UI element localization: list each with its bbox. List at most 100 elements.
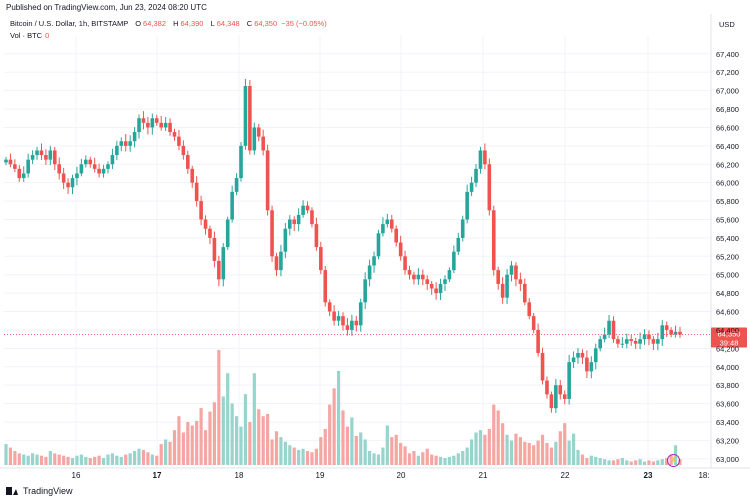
x-tick-label: 18	[235, 471, 244, 480]
candle-body	[305, 205, 310, 211]
volume-label[interactable]: Vol · BTC	[10, 31, 43, 40]
volume-bar	[620, 458, 624, 465]
time-axis: 16 17 18 19 20 21 22 23 18:	[72, 471, 710, 480]
volume-bar	[248, 422, 252, 465]
volume-bar	[301, 448, 305, 465]
volume-bar	[199, 408, 203, 465]
candle-body	[301, 205, 305, 215]
volume-bar	[567, 440, 571, 465]
y-tick-label: 63,000	[716, 455, 739, 464]
lightning-icon[interactable]: ⚡	[667, 454, 680, 467]
tradingview-footer: TradingView	[6, 486, 73, 496]
volume-bar	[505, 434, 509, 465]
volume-bar	[523, 441, 527, 465]
volume-legend: Vol · BTC 0	[10, 31, 49, 40]
candle-body	[434, 288, 438, 294]
candle-body	[465, 191, 469, 220]
x-tick-label: 20	[397, 471, 406, 480]
candle-body	[478, 150, 483, 169]
symbol-label[interactable]: Bitcoin / U.S. Dollar, 1h, BITSTAMP	[10, 19, 129, 28]
candle-body	[52, 150, 57, 165]
candle-body	[460, 219, 465, 238]
candle-body	[110, 155, 115, 165]
volume-bar	[323, 428, 327, 465]
y-tick-label: 64,200	[716, 344, 739, 353]
chart-grid	[0, 14, 750, 469]
candle-body	[283, 228, 288, 252]
volume-bar	[483, 434, 487, 465]
open-key: O	[135, 19, 142, 28]
price-axis: 63,000 63,200 63,400 63,600 63,800 64,000 64,2…	[716, 50, 739, 464]
volume-bars	[4, 350, 682, 465]
candle-body	[336, 316, 341, 321]
x-tick-label: 19	[316, 471, 325, 480]
candle-body	[265, 150, 270, 211]
volume-bar	[518, 437, 522, 465]
y-tick-label: 65,800	[716, 197, 739, 206]
volume-bar	[88, 458, 92, 465]
volume-value: 0	[45, 31, 50, 40]
volume-bar	[44, 456, 48, 465]
volume-bar	[611, 460, 616, 465]
price-tag-value: 64,350	[718, 330, 741, 339]
volume-bar	[589, 455, 593, 465]
volume-bar	[70, 458, 75, 465]
candle-body	[629, 339, 634, 341]
candle-body	[57, 164, 62, 174]
candle-body	[660, 325, 665, 340]
candle-body	[358, 302, 363, 326]
volume-bar	[305, 451, 310, 465]
candle-body	[554, 385, 558, 409]
candle-body	[128, 141, 132, 146]
candle-body	[327, 302, 332, 312]
candle-body	[496, 270, 500, 284]
candle-body	[558, 385, 563, 395]
candle-body	[230, 191, 234, 220]
candle-body	[669, 329, 673, 335]
volume-bar	[496, 410, 500, 465]
candle-body	[523, 283, 527, 303]
candle-body	[664, 325, 669, 330]
volume-bar	[261, 416, 265, 465]
candle-body	[21, 173, 26, 179]
volume-bar	[607, 460, 611, 465]
volume-bar	[656, 460, 660, 465]
candle-body	[647, 334, 651, 340]
candle-body	[181, 145, 186, 156]
candle-body	[243, 86, 248, 146]
volume-bar	[279, 437, 283, 465]
candle-body	[345, 325, 350, 330]
volume-bar	[549, 447, 554, 465]
volume-bar	[359, 432, 363, 465]
volume-bar	[75, 455, 79, 465]
volume-bar	[651, 461, 655, 465]
volume-bar	[39, 455, 44, 465]
volume-bar	[239, 426, 243, 465]
candle-body	[651, 339, 656, 344]
volume-bar	[350, 417, 354, 465]
volume-bar	[203, 430, 208, 465]
candle-body	[389, 219, 394, 229]
candle-body	[483, 150, 487, 165]
candle-body	[354, 320, 359, 326]
y-tick-label: 64,600	[716, 308, 739, 317]
volume-bar	[660, 459, 664, 465]
volume-bar	[234, 416, 239, 465]
volume-bar	[412, 451, 416, 465]
published-note: Published on TradingView.com, Jun 23, 20…	[6, 3, 207, 12]
volume-bar	[8, 447, 13, 465]
candle-body	[456, 237, 461, 252]
close-key: C	[246, 19, 253, 28]
candle-body	[146, 122, 150, 128]
volume-bar	[376, 454, 381, 465]
volume-bar	[540, 434, 545, 465]
y-tick-label: 64,800	[716, 289, 739, 298]
candle-body	[656, 339, 660, 344]
candle-body	[447, 270, 452, 280]
volume-bar	[168, 441, 172, 465]
currency-label[interactable]: USD	[719, 20, 735, 29]
y-tick-label: 64,000	[716, 363, 739, 372]
candle-body	[616, 339, 620, 344]
candle-body	[123, 141, 128, 146]
